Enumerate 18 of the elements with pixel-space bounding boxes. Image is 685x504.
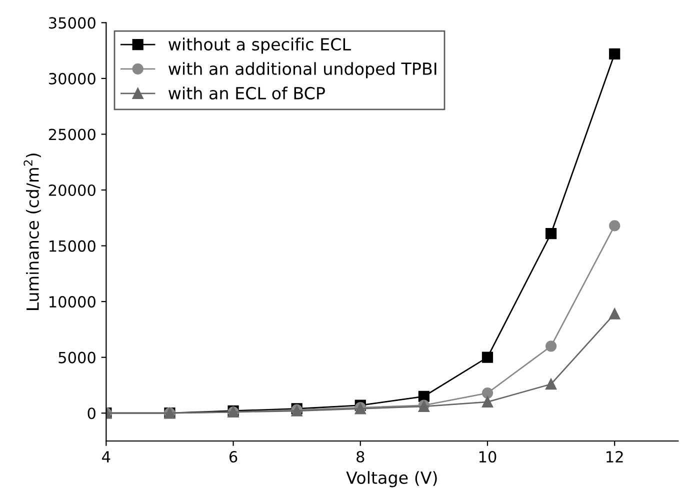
y-axis-title: Luminance (cd/m$^{2}$) (24, 154, 41, 310)
y-tick-label: 25000 (48, 128, 96, 140)
x-tick-label: 4 (102, 451, 110, 462)
x-tick-label: 8 (356, 450, 364, 463)
y-tick-label: 15000 (50, 240, 96, 252)
legend-label: without a specific ECL (168, 38, 351, 54)
legend-label: with an additional undoped TPBI (168, 62, 436, 78)
y-tick-label: 35000 (49, 17, 96, 29)
x-tick-label: 6 (229, 450, 238, 463)
y-tick-label: 10000 (50, 296, 96, 308)
legend-label: with an ECL of BCP (168, 86, 325, 100)
y-tick-label: 5000 (58, 352, 96, 364)
x-axis-title: Voltage (V) (346, 471, 437, 488)
x-tick-label: 12 (606, 450, 623, 462)
y-tick-label: 20000 (48, 184, 96, 196)
x-tick-label: 10 (479, 450, 496, 463)
y-tick-label: 30000 (49, 72, 96, 84)
y-tick-label: 0 (88, 408, 96, 420)
